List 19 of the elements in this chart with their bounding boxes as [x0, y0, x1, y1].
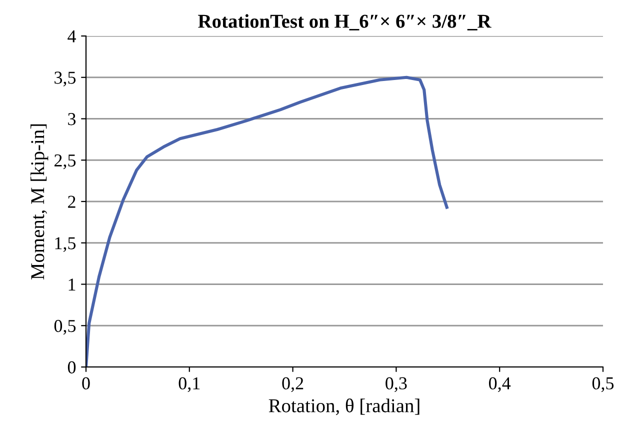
y-tick-label: 1 [68, 278, 76, 291]
y-tick-label: 3 [68, 113, 76, 126]
y-tick-label: 2 [68, 196, 76, 208]
y-tick-label: 0,5 [54, 320, 76, 335]
y-tick-label: 0 [68, 361, 76, 374]
x-tick-label: 0,5 [592, 377, 614, 392]
y-tick-label: 4 [68, 30, 76, 42]
y-tick-label: 1,5 [55, 237, 76, 252]
x-axis-title: Rotation, θ [radian] [268, 398, 420, 416]
y-axis-title: Moment, M [kip-in] [30, 124, 48, 280]
y-tick-label: 2,5 [54, 154, 76, 170]
x-tick-label: 0,1 [178, 377, 200, 392]
x-tick-label: 0,2 [282, 377, 304, 392]
line-series [86, 76, 448, 367]
chart-title: RotationTest on H_6″× 6″× 3/8″_R [198, 14, 492, 30]
x-tick-label: 0,3 [386, 377, 407, 392]
y-tick-label: 3,5 [54, 72, 76, 86]
x-tick-label: 0,4 [489, 377, 511, 392]
x-tick-label: 0 [82, 377, 90, 390]
